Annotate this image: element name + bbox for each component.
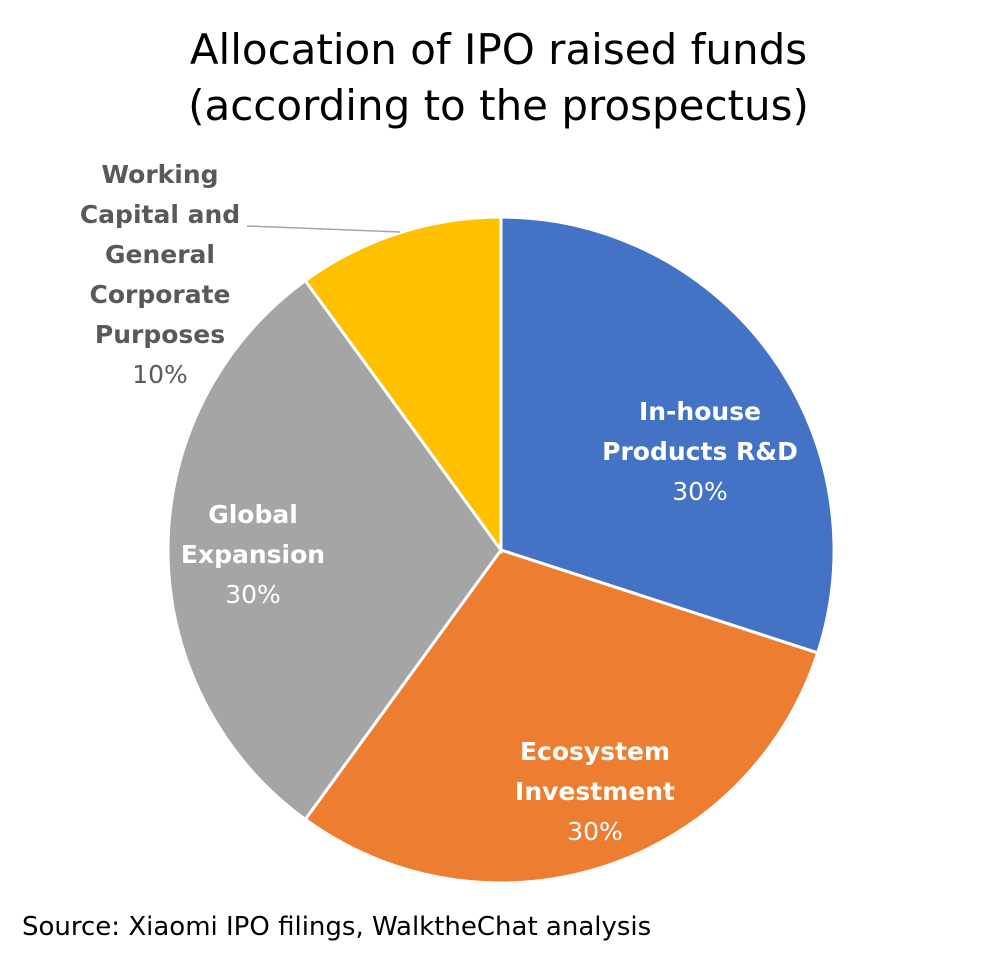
chart-title-line-1: Allocation of IPO raised funds [189, 25, 808, 74]
chart-title-line-2: (according to the prospectus) [188, 81, 809, 130]
slice-label-name: Global [208, 500, 298, 529]
pie-slice [166, 278, 503, 822]
slice-label-name: Investment [515, 777, 675, 806]
pie-slice [303, 215, 503, 555]
slice-label-name: Ecosystem [520, 737, 670, 766]
pie-slice [499, 215, 836, 655]
source-note: Source: Xiaomi IPO filings, WalktheChat … [22, 912, 652, 942]
slice-label-name: Products R&D [602, 437, 798, 466]
slice-label-name: In-house [639, 397, 761, 426]
slice-label-name: Purposes [95, 320, 225, 349]
slice-label-name: Working [101, 160, 218, 189]
pie-slice [303, 548, 820, 885]
slice-label-value: 30% [672, 477, 728, 506]
slice-label-name: Corporate [89, 280, 230, 309]
slice-label: Global Expansion 30% [181, 500, 325, 609]
slice-label: In-house Products R&D 30% [602, 397, 798, 506]
leader-line [246, 225, 401, 233]
slice-label: Working Capital and General Corporate Purpos… [80, 160, 240, 389]
slice-label-value: 30% [225, 580, 281, 609]
slice-label-value: 30% [567, 817, 623, 846]
slice-label-name: Expansion [181, 540, 325, 569]
slice-label: Ecosystem Investment 30% [515, 737, 675, 846]
chart-title: Allocation of IPO raised funds (accordin… [0, 22, 997, 134]
slice-label-value: 10% [132, 360, 188, 389]
slice-label-name: General [105, 240, 215, 269]
slice-label-name: Capital and [80, 200, 240, 229]
